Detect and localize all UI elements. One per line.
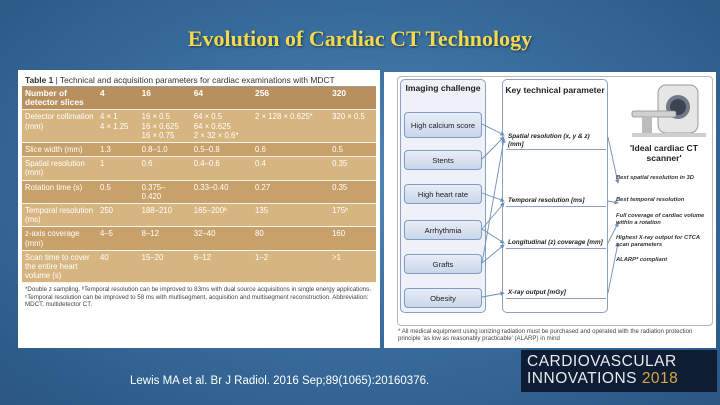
- table-footnote: *Double z sampling. ᵇTemporal resolution…: [25, 286, 371, 309]
- ct-scanner-image: [631, 84, 706, 137]
- parameter-spatial-resolution: Spatial resolution (x, y & z)[mm]: [506, 132, 606, 150]
- table-cell: 40: [97, 250, 139, 283]
- table-cell: 16: [138, 87, 191, 110]
- table-cell: 0.27: [252, 180, 330, 204]
- table-cell: 0.6: [252, 142, 330, 157]
- table-cell: 135: [252, 203, 330, 227]
- imaging-challenge-column: Imaging challenge High calcium score Ste…: [400, 79, 486, 313]
- table-cell: 0.35: [329, 180, 376, 204]
- challenge-arrhythmia: Arrhythmia: [404, 220, 482, 240]
- table-row-label: Number of detector slices: [22, 87, 97, 110]
- table-cell: 1.3: [97, 142, 139, 157]
- table-cell: 0.5: [97, 180, 139, 204]
- table-cell: 320 × 0.5: [329, 109, 376, 143]
- parameter-xray-output: X-ray output [mGy]: [506, 288, 606, 299]
- ideal-feature-coverage: Full coverage of cardiac volume within a…: [616, 213, 705, 226]
- diagram-footnote: * All medical equipment using ionizing r…: [398, 328, 693, 343]
- table-cell: 0.35: [329, 156, 376, 181]
- challenge-high-calcium-score: High calcium score: [404, 112, 482, 138]
- table-row-label: Temporal resolution (ms): [22, 203, 97, 227]
- cardiac-ct-diagram-panel: Imaging challenge High calcium score Ste…: [384, 72, 716, 348]
- table-cell: 4–5: [97, 226, 139, 251]
- table-header-row: Number of detector slices 4 16 64 256 320: [22, 87, 376, 110]
- key-parameter-column: Key technical parameter Spatial resoluti…: [502, 79, 608, 313]
- table-row: Scan time to cover the entire heart volu…: [22, 250, 376, 283]
- logo-line-1: CARDIOVASCULAR: [527, 353, 677, 370]
- ideal-feature-alarp: ALARP* compliant: [616, 257, 668, 263]
- table-cell: 175ᵇ: [329, 203, 376, 227]
- table-row: Slice width (mm) 1.3 0.8–1.0 0.5–0.8 0.6 0.5: [22, 142, 376, 157]
- challenge-grafts: Grafts: [404, 254, 482, 274]
- parameters-table: Number of detector slices 4 16 64 256 320 Dete…: [22, 87, 376, 283]
- logo-year: 2018: [641, 370, 679, 387]
- parameter-temporal-resolution: Temporal resolution [ms]: [506, 196, 606, 207]
- table-cell: 320: [329, 87, 376, 110]
- table-cell: 0.8–1.0: [138, 142, 191, 157]
- table-cell: 8–12: [138, 226, 191, 251]
- table-cell: 256: [252, 87, 330, 110]
- table-cell: 160: [329, 226, 376, 251]
- table-row-label: z-axis coverage (mm): [22, 226, 97, 251]
- table-cell: 188–210: [138, 203, 191, 227]
- table-cell: 0.4–0.6: [190, 156, 253, 181]
- table-row: Spatial resolution (mm) 1 0.6 0.4–0.6 0.4 0.3…: [22, 156, 376, 181]
- imaging-challenge-title: Imaging challenge: [405, 83, 481, 93]
- table-cell: 0.6: [138, 156, 191, 181]
- table-cell: 0.375– 0.420: [138, 180, 191, 204]
- slide-title: Evolution of Cardiac CT Technology: [187, 26, 533, 51]
- table-cell: 0.4: [252, 156, 330, 181]
- table-row-label: Detector collimation (mm): [22, 109, 97, 143]
- table-row: z-axis coverage (mm) 4–5 8–12 32–40 80 160: [22, 226, 376, 251]
- table-caption-text: | Technical and acquisition parameters f…: [53, 75, 335, 85]
- table-row: Temporal resolution (ms) 250 188–210 165–20…: [22, 203, 376, 227]
- table-row-label: Spatial resolution (mm): [22, 156, 97, 181]
- logo-line-2-text: INNOVATIONS: [527, 370, 637, 387]
- ideal-feature-xray: Highest X-ray output for CTCA scan param…: [616, 235, 700, 248]
- citation-reference: Lewis MA et al. Br J Radiol. 2016 Sep;89…: [130, 375, 430, 387]
- table-row-label: Scan time to cover the entire heart volu…: [22, 250, 97, 283]
- table-cell: 80: [252, 226, 330, 251]
- table-row: Rotation time (s) 0.5 0.375– 0.420 0.33–0.40…: [22, 180, 376, 204]
- diagram-frame: Imaging challenge High calcium score Ste…: [397, 76, 713, 326]
- challenge-obesity: Obesity: [404, 288, 482, 308]
- table-cell: 0.33–0.40: [190, 180, 253, 204]
- key-parameter-title: Key technical parameter: [505, 85, 605, 95]
- challenge-stents: Stents: [404, 150, 482, 170]
- table-cell: 64: [190, 87, 253, 110]
- table-cell: 0.5–0.8: [190, 142, 253, 157]
- table-row-label: Rotation time (s): [22, 180, 97, 204]
- parameters-table-panel: Table 1 | Technical and acquisition para…: [18, 70, 380, 348]
- cardiovascular-innovations-logo: CARDIOVASCULAR INNOVATIONS 2018: [521, 350, 717, 392]
- table-cell: 4: [97, 87, 139, 110]
- table-row-label: Slice width (mm): [22, 142, 97, 157]
- table-cell: 64 × 0.5 64 × 0.625 2 × 32 × 0.6*: [190, 109, 253, 143]
- ideal-feature-temporal: Best temporal resolution: [616, 197, 685, 203]
- table-cell: 165–200ᵇ: [190, 203, 253, 227]
- table-cell: 16 × 0.5 16 × 0.625 16 × 0.75: [138, 109, 191, 143]
- ideal-feature-spatial: Best spatial resolution in 3D: [616, 175, 694, 181]
- table-cell: 250: [97, 203, 139, 227]
- table-cell: >1: [329, 250, 376, 283]
- logo-line-2: INNOVATIONS 2018: [527, 370, 711, 387]
- table-cell: 6–12: [190, 250, 253, 283]
- table-cell: 32–40: [190, 226, 253, 251]
- table-cell: 15–20: [138, 250, 191, 283]
- table-caption-label: Table 1: [25, 75, 54, 85]
- ideal-scanner-label: 'Ideal cardiac CT scanner': [630, 143, 698, 163]
- challenge-high-heart-rate: High heart rate: [404, 184, 482, 204]
- table-caption: Table 1 | Technical and acquisition para…: [22, 74, 376, 87]
- parameter-longitudinal-coverage: Longitudinal (z) coverage [mm]: [506, 238, 606, 249]
- table-cell: 1: [97, 156, 139, 181]
- table-cell: 0.5: [329, 142, 376, 157]
- table-cell: 2 × 128 × 0.625*: [252, 109, 330, 143]
- table-cell: 1–2: [252, 250, 330, 283]
